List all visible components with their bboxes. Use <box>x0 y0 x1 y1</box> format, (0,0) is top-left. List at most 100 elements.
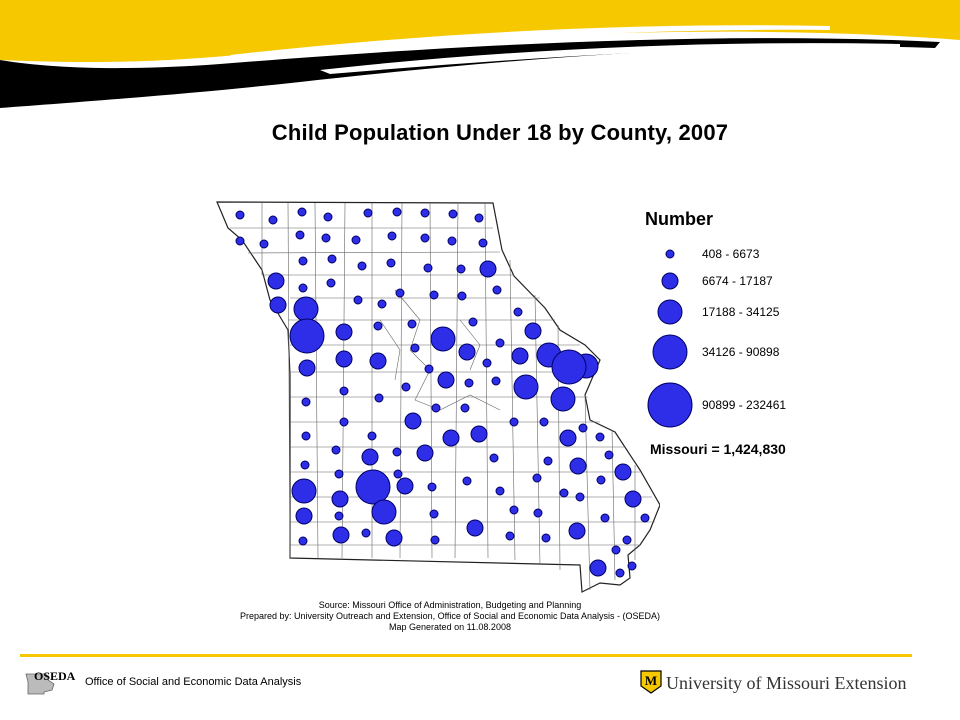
county-symbol <box>357 261 367 271</box>
county-symbol <box>491 376 501 386</box>
legend-class-3-label: 17188 - 34125 <box>702 305 780 319</box>
county-symbol <box>297 207 307 217</box>
county-symbol <box>269 296 287 314</box>
county-symbol <box>386 258 396 268</box>
county-symbol <box>509 505 519 515</box>
county-symbol <box>495 338 505 348</box>
county-symbol <box>533 508 543 518</box>
county-symbol <box>543 456 553 466</box>
map-legend: Number 408 - 6673 6674 - 17187 17188 - 3… <box>640 205 860 465</box>
county-symbol <box>569 457 587 475</box>
county-symbol <box>468 317 478 327</box>
legend-symbol-3 <box>657 299 683 325</box>
county-symbol <box>404 412 422 430</box>
county-symbol <box>604 450 614 460</box>
county-symbol <box>395 288 405 298</box>
county-symbol <box>457 291 467 301</box>
legend-symbol-4 <box>652 334 688 370</box>
county-symbol <box>259 239 269 249</box>
county-symbol <box>327 254 337 264</box>
county-symbol <box>600 513 610 523</box>
county-symbol <box>373 321 383 331</box>
legend-class-4-label: 34126 - 90898 <box>702 345 780 359</box>
county-symbol <box>551 349 587 385</box>
county-symbol <box>407 319 417 329</box>
county-symbol <box>361 448 379 466</box>
legend-class-1-label: 408 - 6673 <box>702 247 760 261</box>
legend-symbol-5 <box>647 382 693 428</box>
county-symbol <box>509 417 519 427</box>
county-symbol <box>367 431 377 441</box>
county-symbol <box>640 513 650 523</box>
county-symbol <box>267 272 285 290</box>
county-symbol <box>470 425 488 443</box>
county-symbol <box>627 561 637 571</box>
mu-logo-letter: M <box>645 673 657 688</box>
county-symbol <box>334 469 344 479</box>
banner-yellow-swoosh <box>0 0 960 62</box>
header-banner <box>0 0 960 108</box>
county-symbol <box>611 545 621 555</box>
county-symbol <box>300 460 310 470</box>
county-symbol <box>458 343 476 361</box>
county-symbol <box>622 535 632 545</box>
county-symbol <box>474 213 484 223</box>
county-symbol <box>335 323 353 341</box>
county-symbol <box>293 296 319 322</box>
county-symbol <box>511 347 529 365</box>
county-symbol <box>513 307 523 317</box>
banner-white-stripe-2 <box>320 43 900 74</box>
county-symbol <box>539 417 549 427</box>
oseda-organization-name: Office of Social and Economic Data Analy… <box>85 676 302 688</box>
county-symbol <box>462 476 472 486</box>
county-symbol <box>442 429 460 447</box>
county-symbol <box>235 236 245 246</box>
source-notes: Source: Missouri Office of Administratio… <box>200 600 700 633</box>
county-symbol <box>430 326 456 352</box>
county-symbol <box>448 209 458 219</box>
legend-class-5-label: 90899 - 232461 <box>702 398 787 412</box>
county-symbol <box>575 492 585 502</box>
county-symbol <box>298 283 308 293</box>
county-symbol <box>393 469 403 479</box>
county-symbol <box>268 215 278 225</box>
county-symbol <box>371 499 397 525</box>
county-symbol <box>339 386 349 396</box>
county-symbol <box>447 236 457 246</box>
county-symbol <box>392 447 402 457</box>
county-symbol <box>351 235 361 245</box>
county-symbol <box>295 507 313 525</box>
county-symbol <box>532 473 542 483</box>
county-symbol <box>550 386 576 412</box>
county-symbol <box>332 526 350 544</box>
county-symbol <box>374 393 384 403</box>
county-symbol <box>513 374 539 400</box>
legend-class-2-label: 6674 - 17187 <box>702 274 773 288</box>
county-symbol <box>298 536 308 546</box>
county-symbol <box>423 263 433 273</box>
county-symbol <box>331 445 341 455</box>
county-symbol <box>326 278 336 288</box>
county-symbol <box>505 531 515 541</box>
county-symbol <box>559 429 577 447</box>
county-symbol <box>427 482 437 492</box>
prepared-by-line: Prepared by: University Outreach and Ext… <box>239 611 661 621</box>
county-symbol <box>589 559 607 577</box>
mu-logo: M <box>640 670 662 694</box>
county-symbol <box>430 535 440 545</box>
county-symbol <box>456 264 466 274</box>
county-symbol <box>466 519 484 537</box>
county-symbol <box>429 290 439 300</box>
county-boundaries <box>230 202 655 591</box>
missouri-shape-icon <box>25 673 55 695</box>
county-symbol <box>437 371 455 389</box>
county-symbol <box>464 378 474 388</box>
county-symbol <box>578 423 588 433</box>
county-symbol <box>334 511 344 521</box>
county-symbol <box>524 322 542 340</box>
source-line: Source: Missouri Office of Administratio… <box>318 600 582 610</box>
county-symbol <box>420 233 430 243</box>
county-symbol <box>387 231 397 241</box>
county-symbol <box>478 238 488 248</box>
county-symbol <box>495 486 505 496</box>
